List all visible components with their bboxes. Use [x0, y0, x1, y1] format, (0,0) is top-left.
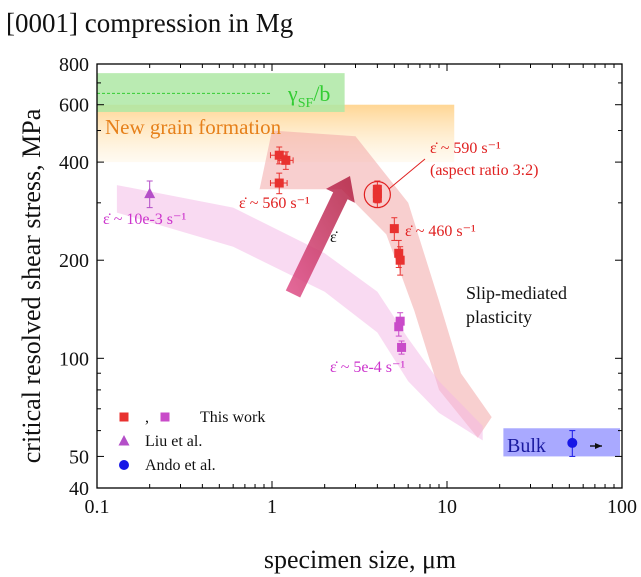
legend-label-this-work: This work — [200, 409, 265, 426]
square-point-0 — [274, 178, 284, 188]
circle-point-3 — [567, 437, 578, 448]
square-point-1 — [394, 322, 404, 332]
x-axis-label: specimen size, μm — [264, 545, 456, 574]
gamma-region — [97, 73, 345, 112]
x-tick-label: 0.1 — [85, 496, 110, 518]
gamma-label: γSF/b — [287, 81, 330, 111]
band-pink — [116, 185, 483, 441]
chart-title: [0001] compression in Mg — [6, 8, 293, 38]
highlight-circle — [363, 180, 391, 209]
legend-marker-ando — [119, 460, 129, 470]
x-tick-label: 1 — [267, 496, 277, 518]
bulk-region — [503, 428, 620, 457]
square-point-0 — [395, 255, 405, 265]
annotation-sr-10e3: ε̇ ~ 10e-3 s⁻¹ — [103, 211, 186, 228]
legend-marker-liu — [118, 435, 130, 446]
x-tick-label: 10 — [437, 496, 457, 518]
bulk-arrow-head — [595, 443, 602, 449]
annotation-sr-590: ε̇ ~ 590 s⁻¹ — [430, 140, 501, 157]
band-red — [259, 130, 492, 438]
annotation-slip: Slip-mediated — [466, 283, 567, 303]
square-point-0 — [372, 193, 382, 203]
highlight-leader — [389, 158, 426, 189]
strain-rate-arrow — [285, 176, 355, 298]
annotation-eps-dot: ε̇ — [330, 229, 338, 246]
legend-label-liu: Liu et al. — [145, 433, 202, 450]
plot-frame — [96, 63, 623, 489]
y-tick-label: 200 — [59, 250, 89, 272]
annotation-sr-460: ε̇ ~ 460 s⁻¹ — [405, 223, 476, 240]
y-tick-label: 400 — [59, 152, 89, 174]
annotation-sr-5e4: ε̇ ~ 5e-4 s⁻¹ — [330, 359, 405, 376]
y-axis-label: critical resolved shear stress, MPa — [17, 108, 46, 463]
square-point-0 — [389, 224, 399, 234]
bulk-label: Bulk — [507, 435, 546, 457]
y-tick-label: 600 — [59, 95, 89, 117]
legend-comma: , — [145, 409, 149, 426]
square-point-0 — [274, 150, 284, 160]
x-tick-label: 100 — [607, 496, 637, 518]
annotation-sr-590: (aspect ratio 3:2) — [430, 162, 538, 179]
square-point-1 — [397, 342, 407, 352]
annotation-slip: plasticity — [466, 307, 532, 327]
legend-marker-this-work-magenta — [160, 412, 170, 422]
square-point-0 — [281, 155, 291, 165]
legend-marker-this-work-red — [119, 412, 129, 422]
square-point-0 — [394, 248, 404, 258]
y-tick-label: 100 — [59, 348, 89, 370]
y-tick-label: 50 — [69, 446, 89, 468]
annotation-sr-560: ε̇ ~ 560 s⁻¹ — [239, 195, 310, 212]
triangle-point-2 — [144, 187, 156, 199]
legend-label-ando: Ando et al. — [145, 457, 216, 474]
y-tick-label: 800 — [59, 54, 89, 76]
new-grain-label: New grain formation — [105, 115, 282, 139]
y-tick-label: 40 — [69, 478, 89, 500]
square-point-1 — [395, 316, 405, 326]
